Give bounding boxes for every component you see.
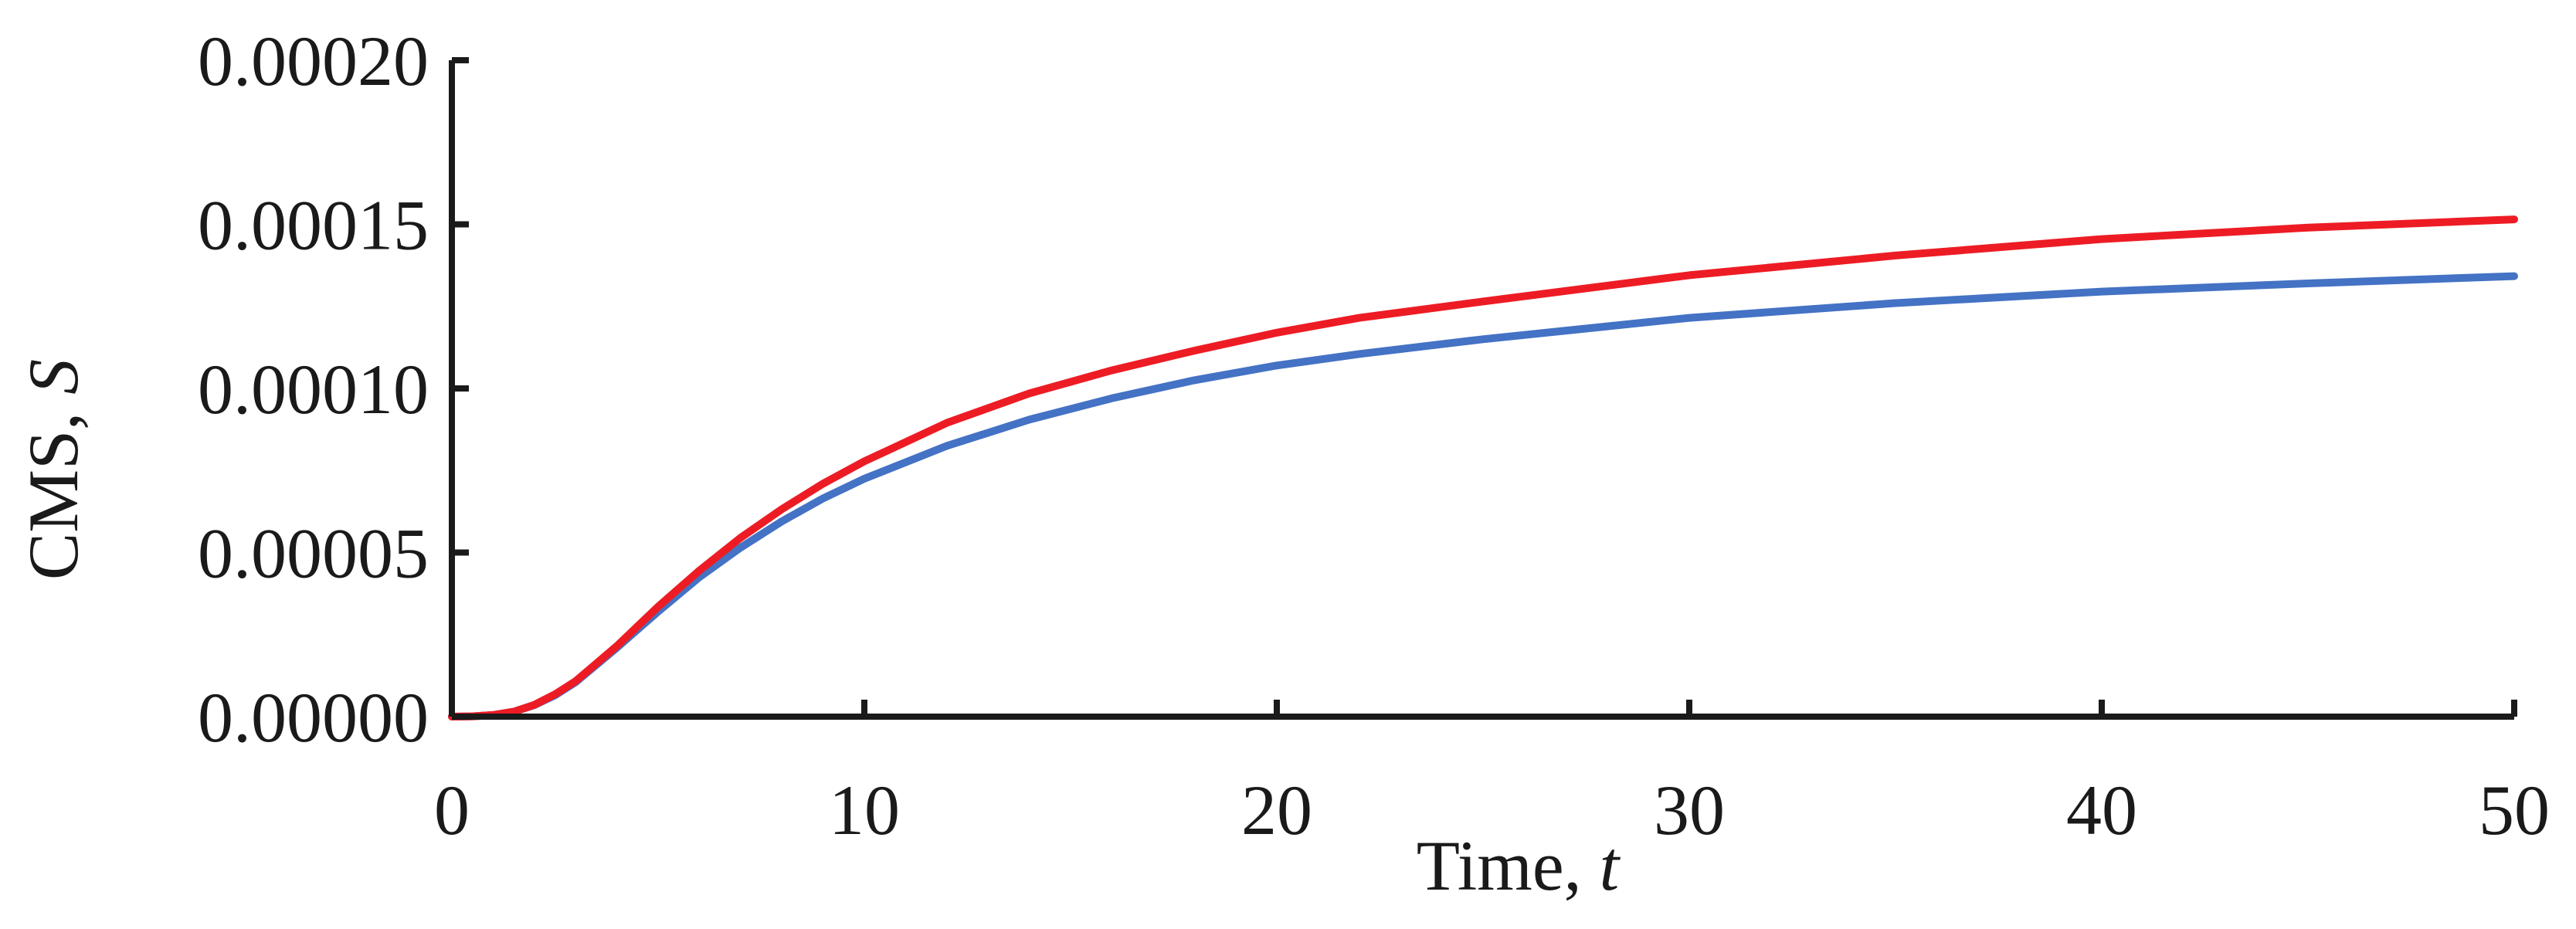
- x-tick-label: 50: [2479, 771, 2550, 849]
- y-tick-label: 0.00005: [198, 514, 429, 593]
- x-tick-label: 20: [1241, 771, 1312, 849]
- y-axis-title-var: S: [14, 359, 93, 395]
- x-ticks: 0 10 20 30 40 50: [434, 700, 2550, 849]
- x-tick-label: 10: [829, 771, 900, 849]
- y-tick-label: 0.00010: [198, 350, 429, 429]
- y-tick-label: 0.00020: [198, 22, 429, 100]
- x-axis-title: Time, t: [1417, 826, 1621, 905]
- x-tick-label: 40: [2066, 771, 2137, 849]
- y-ticks: 0.00000 0.00005 0.00010 0.00015 0.00020: [198, 22, 469, 757]
- series-line-1: [448, 272, 2518, 720]
- x-tick-label: 0: [434, 771, 470, 849]
- x-tick-label: 30: [1654, 771, 1725, 849]
- y-tick-label: 0.00015: [198, 186, 429, 265]
- y-axis-title-text: CMS,: [14, 395, 93, 580]
- y-axis-title: CMS, S: [14, 359, 93, 580]
- series-line-2: [448, 215, 2518, 720]
- y-tick-label: 0.00000: [198, 678, 429, 757]
- x-axis-title-var: t: [1600, 826, 1621, 905]
- series-layer: [448, 215, 2518, 720]
- x-axis-title-text: Time,: [1417, 826, 1600, 905]
